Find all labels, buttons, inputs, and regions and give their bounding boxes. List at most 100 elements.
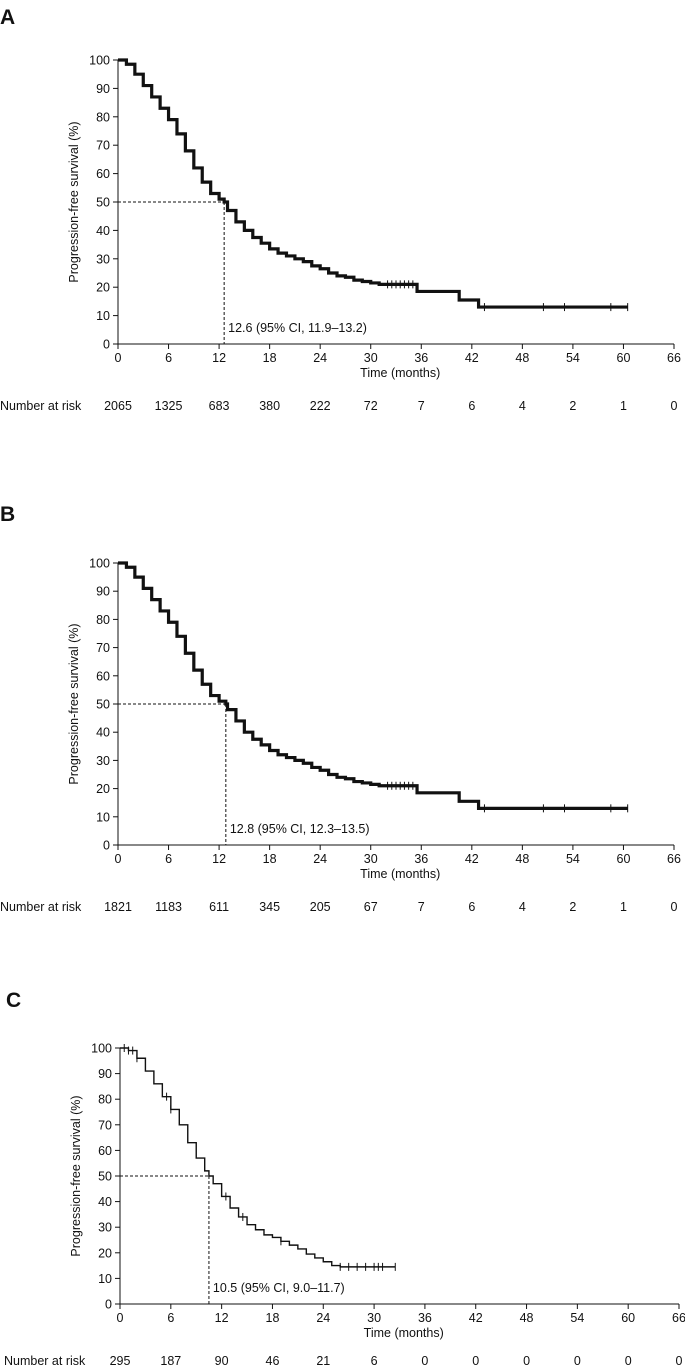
panel-a-risk-value: 380: [259, 399, 280, 413]
panel-a-x-tick-label: 48: [515, 351, 529, 365]
panel-a-x-tick-label: 0: [115, 351, 122, 365]
panel-c-survival-curve: [120, 1047, 396, 1268]
panel-a-y-tick-label: 100: [89, 54, 110, 68]
panel-c-x-tick-label: 36: [418, 1311, 432, 1325]
panel-b-risk-value: 611: [209, 900, 229, 914]
panel-a-median-annotation: 12.6 (95% CI, 11.9–13.2): [228, 321, 367, 335]
panel-b-y-tick-label: 100: [89, 557, 110, 571]
panel-c-risk-value: 46: [266, 1354, 280, 1367]
panel-b-x-tick-label: 42: [465, 852, 479, 866]
panel-c-y-tick-label: 70: [98, 1118, 112, 1132]
panel-c-y-tick-label: 40: [98, 1195, 112, 1209]
panel-b-y-tick-label: 70: [96, 641, 110, 655]
panel-b-y-tick-label: 60: [96, 669, 110, 683]
panel-c-risk-value: 6: [371, 1354, 378, 1367]
panel-b-risk-value: 1: [620, 900, 627, 914]
panel-c-risk-label: Number at risk: [4, 1354, 86, 1367]
panel-b-y-tick-label: 10: [96, 810, 110, 824]
panel-c-risk-value: 187: [160, 1354, 181, 1367]
panel-b-y-tick-label: 40: [96, 726, 110, 740]
panel-a-x-tick-label: 12: [212, 351, 226, 365]
panel-a-x-tick-label: 24: [313, 351, 327, 365]
panel-c-x-tick-label: 54: [570, 1311, 584, 1325]
panel-b-x-tick-label: 0: [115, 852, 122, 866]
panel-a-x-tick-label: 66: [667, 351, 681, 365]
panel-a-x-tick-label: 54: [566, 351, 580, 365]
panel-a-risk-value: 6: [468, 399, 475, 413]
panel-c-y-tick-label: 100: [91, 1042, 112, 1056]
panel-b-risk-value: 1183: [155, 900, 182, 914]
panel-b-risk-value: 1821: [104, 900, 132, 914]
panel-b-x-tick-label: 24: [313, 852, 327, 866]
panel-c-risk-value: 0: [421, 1354, 428, 1367]
panel-c-x-tick-label: 42: [469, 1311, 483, 1325]
panel-a-y-tick-label: 80: [96, 110, 110, 124]
panel-b-x-tick-label: 60: [617, 852, 631, 866]
panel-a-y-tick-label: 90: [96, 82, 110, 96]
panel-c-median-annotation: 10.5 (95% CI, 9.0–11.7): [213, 1281, 345, 1295]
panel-b-survival-curve: [118, 561, 628, 810]
panel-a-risk-value: 0: [671, 399, 678, 413]
panel-a-y-tick-label: 30: [96, 252, 110, 266]
panel-b-y-tick-label: 20: [96, 782, 110, 796]
panel-a-risk-value: 2065: [104, 399, 132, 413]
panel-letter-b: B: [0, 503, 15, 526]
panel-c-y-tick-label: 50: [98, 1170, 112, 1184]
panel-b-x-tick-label: 30: [364, 852, 378, 866]
panel-a-y-tick-label: 40: [96, 224, 110, 238]
panel-b-risk-value: 6: [468, 900, 475, 914]
panel-b-x-tick-label: 48: [515, 852, 529, 866]
panel-b-y-tick-label: 30: [96, 754, 110, 768]
panel-b-x-tick-label: 6: [165, 852, 172, 866]
panel-c-risk-value: 90: [215, 1354, 229, 1367]
panel-c-risk-value: 21: [316, 1354, 330, 1367]
panel-b-x-axis-label: Time (months): [360, 867, 440, 881]
panel-c-x-tick-label: 6: [167, 1311, 174, 1325]
panel-c-x-tick-label: 66: [672, 1311, 685, 1325]
panel-a-risk-value: 1325: [155, 399, 183, 413]
panel-a-risk-value: 2: [569, 399, 576, 413]
panel-a-risk-value: 7: [418, 399, 425, 413]
panel-a-x-tick-label: 6: [165, 351, 172, 365]
panel-c-x-tick-label: 48: [520, 1311, 534, 1325]
panel-c-x-tick-label: 0: [117, 1311, 124, 1325]
panel-a-risk-value: 683: [209, 399, 230, 413]
panel-c-y-tick-label: 0: [105, 1298, 112, 1312]
panel-letter-c: C: [6, 989, 21, 1012]
panel-a-x-tick-label: 18: [263, 351, 277, 365]
panel-c-risk-value: 0: [676, 1354, 683, 1367]
panel-b-x-tick-label: 36: [414, 852, 428, 866]
panel-c-x-tick-label: 60: [621, 1311, 635, 1325]
panel-c-risk-value: 0: [472, 1354, 479, 1367]
panel-c-x-axis-label: Time (months): [364, 1326, 444, 1340]
panel-a-y-tick-label: 70: [96, 139, 110, 153]
panel-a-risk-value: 222: [310, 399, 331, 413]
panel-a-risk-label: Number at risk: [0, 399, 82, 413]
panel-b-risk-value: 4: [519, 900, 526, 914]
panel-c-y-axis-label: Progression-free survival (%): [69, 1095, 83, 1256]
panel-b-risk-value: 2: [569, 900, 576, 914]
panel-b-risk-value: 7: [418, 900, 425, 914]
panel-letter-a: A: [0, 6, 15, 29]
panel-a-y-axis-label: Progression-free survival (%): [67, 121, 81, 282]
panel-b-risk-value: 0: [671, 900, 678, 914]
panel-a-survival-curve: [118, 58, 628, 309]
panel-b-y-tick-label: 0: [103, 839, 110, 853]
panel-c-x-tick-label: 12: [215, 1311, 229, 1325]
panel-c-y-tick-label: 80: [98, 1093, 112, 1107]
panel-b-risk-label: Number at risk: [0, 900, 82, 914]
panel-a-x-tick-label: 42: [465, 351, 479, 365]
panel-c-x-tick-label: 24: [316, 1311, 330, 1325]
panel-b-x-tick-label: 18: [263, 852, 277, 866]
panel-c-y-tick-label: 60: [98, 1144, 112, 1158]
panel-a-risk-value: 1: [620, 399, 627, 413]
panel-c-x-tick-label: 18: [266, 1311, 280, 1325]
panel-a-y-tick-label: 20: [96, 281, 110, 295]
panel-c-y-tick-label: 90: [98, 1067, 112, 1081]
panel-a-risk-value: 4: [519, 399, 526, 413]
panel-a-y-tick-label: 60: [96, 167, 110, 181]
panel-c-risk-value: 0: [625, 1354, 632, 1367]
panel-b-x-tick-label: 12: [212, 852, 226, 866]
